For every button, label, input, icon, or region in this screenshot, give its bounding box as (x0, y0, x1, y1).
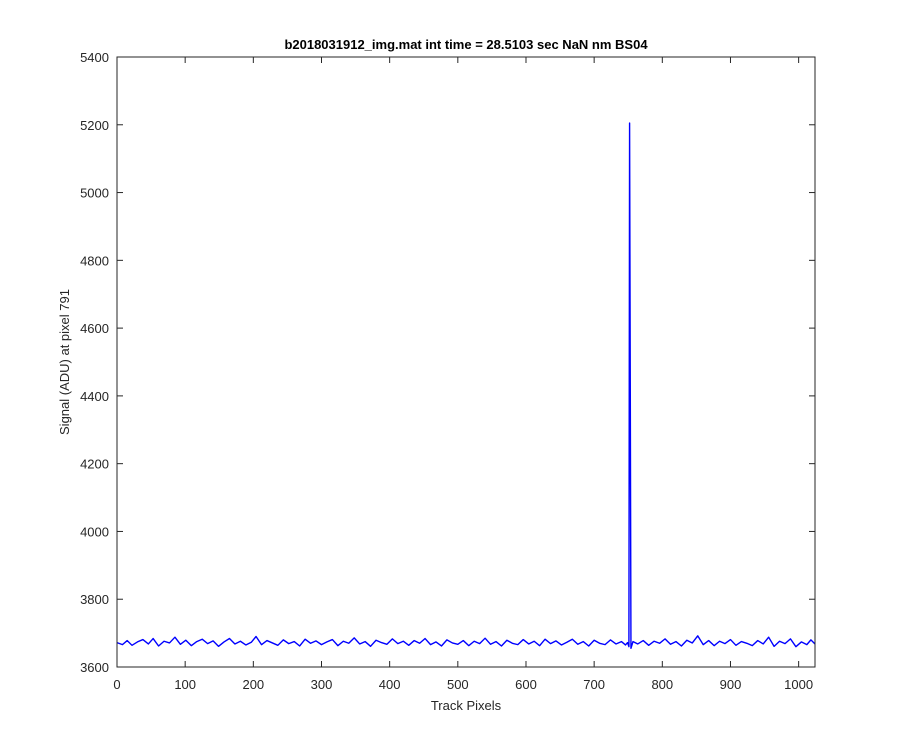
y-tick-label: 5400 (80, 50, 109, 65)
x-tick-label: 800 (651, 677, 673, 692)
x-tick-label: 700 (583, 677, 605, 692)
x-axis-label: Track Pixels (431, 698, 502, 713)
y-tick-label: 4800 (80, 253, 109, 268)
y-tick-label: 3800 (80, 592, 109, 607)
y-tick-label: 4400 (80, 389, 109, 404)
plot-area (117, 57, 815, 667)
chart-title: b2018031912_img.mat int time = 28.5103 s… (284, 37, 648, 52)
series-layer (116, 122, 816, 650)
y-tick-label: 5000 (80, 186, 109, 201)
y-tick-label: 3600 (80, 660, 109, 675)
axis-tick-labels: 0 100 200 300 400 500 600 700 800 900 1000 3600 3800… (80, 50, 813, 692)
x-tick-label: 100 (174, 677, 196, 692)
x-tick-label: 1000 (784, 677, 813, 692)
x-tick-label: 400 (379, 677, 401, 692)
x-tick-label: 300 (311, 677, 333, 692)
y-tick-label: 5200 (80, 118, 109, 133)
x-tick-label: 0 (113, 677, 120, 692)
x-tick-label: 500 (447, 677, 469, 692)
x-tick-label: 600 (515, 677, 537, 692)
y-axis-label: Signal (ADU) at pixel 791 (57, 289, 72, 435)
axis-ticks (116, 56, 815, 668)
y-tick-label: 4200 (80, 457, 109, 472)
x-tick-label: 900 (720, 677, 742, 692)
plot-frame (116, 56, 816, 668)
series-line (116, 122, 816, 650)
y-tick-label: 4000 (80, 524, 109, 539)
x-tick-label: 200 (242, 677, 264, 692)
y-tick-label: 4600 (80, 321, 109, 336)
